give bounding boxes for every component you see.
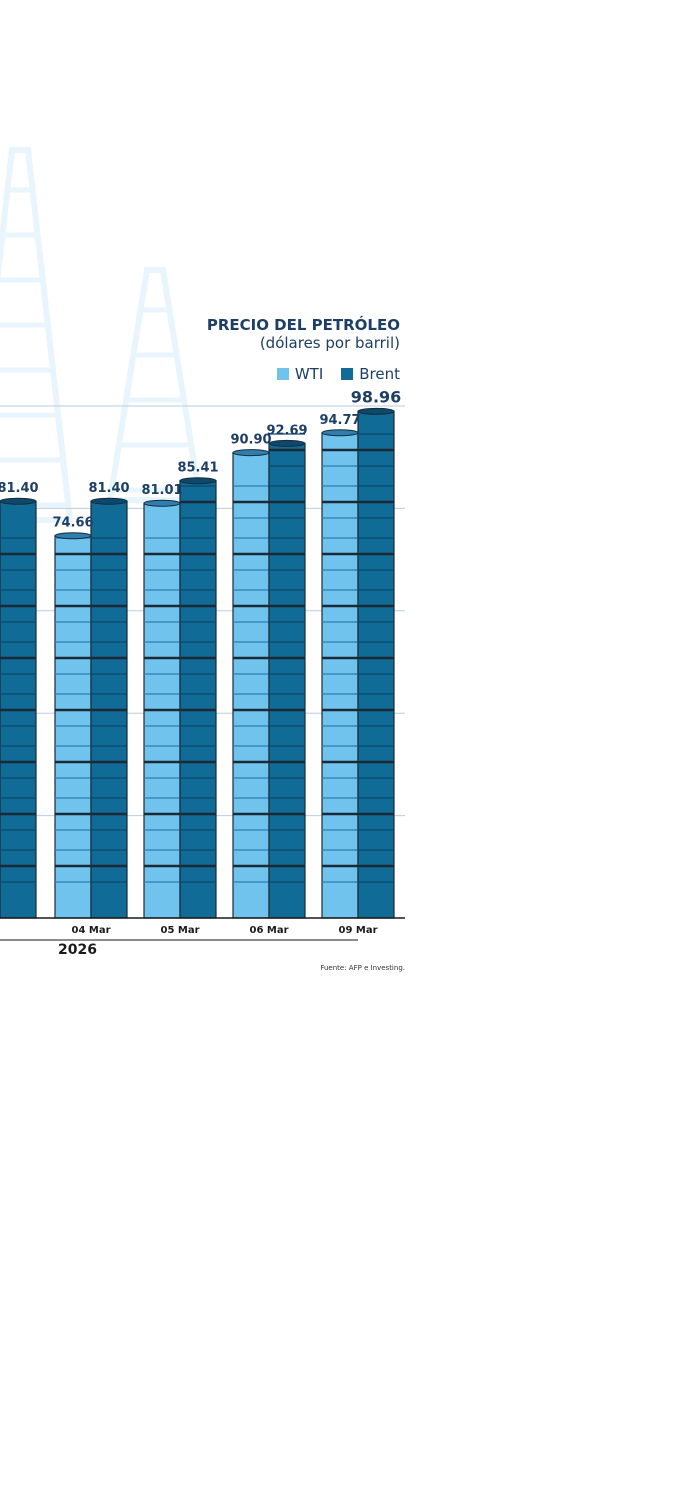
rig-silhouette xyxy=(0,147,74,523)
barrel-lid xyxy=(268,439,306,447)
value-label-wti-1: 74.66 xyxy=(52,516,93,531)
barrel-stack xyxy=(232,451,270,919)
legend-swatch-brent xyxy=(341,368,354,380)
legend-swatch-wti xyxy=(276,368,289,380)
x-tick-label-3: 06 Mar xyxy=(249,925,288,936)
legend: WTI Brent xyxy=(267,365,400,383)
barrel-lid xyxy=(90,497,128,505)
bar-brent-0 xyxy=(0,497,37,919)
barrel-stack xyxy=(321,432,359,919)
bar-brent-3 xyxy=(268,433,306,919)
value-label-brent-1: 81.40 xyxy=(88,481,129,496)
barrel-lid xyxy=(54,532,92,540)
barrel-lid xyxy=(143,499,181,507)
year-label: 2026 xyxy=(58,942,97,958)
barrel-lid xyxy=(357,407,395,415)
bar-brent-4 xyxy=(357,407,395,919)
bar-wti-1 xyxy=(54,532,92,919)
bar-wti-2 xyxy=(143,499,181,919)
barrel-lid xyxy=(179,477,217,485)
barrel-lid xyxy=(0,497,37,505)
oil-rig-background-illustration xyxy=(0,147,204,523)
barrel-stack xyxy=(179,480,217,919)
bar-brent-2 xyxy=(179,477,217,919)
barrel-stack xyxy=(54,535,92,919)
value-label-brent-4: 98.96 xyxy=(351,387,402,406)
x-tick-label-2: 05 Mar xyxy=(160,925,199,936)
value-label-wti-3: 90.90 xyxy=(230,433,271,448)
barrel-stack xyxy=(357,410,395,919)
barrel-stack xyxy=(268,442,306,919)
chart-subtitle: (dólares por barril) xyxy=(259,334,400,352)
legend-label-wti: WTI xyxy=(294,365,324,383)
bar-brent-1 xyxy=(90,497,128,919)
x-tick-label-1: 04 Mar xyxy=(71,925,110,936)
bar-wti-4 xyxy=(321,429,359,919)
x-tick-label-4: 09 Mar xyxy=(338,925,377,936)
bars-group xyxy=(0,407,395,919)
x-tick-labels: 04 Mar 05 Mar 06 Mar 09 Mar xyxy=(71,925,377,936)
value-label-brent-2: 85.41 xyxy=(177,461,218,476)
bar-wti-3 xyxy=(232,449,270,919)
legend-item-wti: WTI xyxy=(276,365,324,383)
value-label-wti-2: 81.01 xyxy=(141,483,182,498)
source-note: Fuente: AFP e Investing. xyxy=(320,964,405,972)
value-label-wti-4: 94.77 xyxy=(319,413,360,428)
barrel-lid xyxy=(321,429,359,437)
legend-label-brent: Brent xyxy=(359,365,400,383)
legend-item-brent: Brent xyxy=(341,365,400,383)
barrel-lid xyxy=(232,449,270,457)
chart-title: PRECIO DEL PETRÓLEO xyxy=(206,316,400,334)
value-label-brent-3: 92.69 xyxy=(266,423,307,438)
value-label-brent-0: 81.40 xyxy=(0,481,39,496)
